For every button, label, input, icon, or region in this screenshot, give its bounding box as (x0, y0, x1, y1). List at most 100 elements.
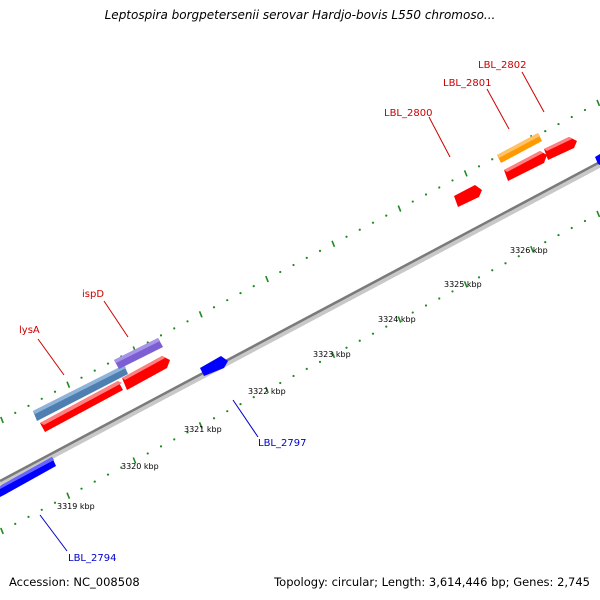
gene-label-lysA[interactable]: lysA (19, 325, 40, 336)
minor-tick (239, 292, 242, 295)
gene-arrow-forward[interactable] (504, 151, 547, 181)
minor-tick (173, 327, 176, 330)
reverse-genes (0, 154, 600, 497)
major-tick (530, 245, 534, 253)
reverse-strand-ticks (0, 210, 600, 535)
chromosome-backbone (0, 160, 600, 487)
major-tick (0, 416, 4, 424)
minor-tick (424, 193, 428, 196)
gene-arrow-forward[interactable] (544, 137, 572, 151)
minor-tick (570, 226, 573, 230)
gene-arrow-forward[interactable] (40, 381, 122, 425)
minor-tick (411, 311, 414, 314)
minor-tick (491, 158, 494, 161)
minor-tick (226, 299, 229, 302)
major-tick (463, 170, 468, 177)
minor-tick (212, 417, 216, 420)
minor-tick (186, 431, 189, 434)
minor-tick (53, 501, 57, 504)
minor-tick (385, 214, 388, 217)
kbp-label: 3324 kbp (378, 315, 416, 324)
lysA-gene[interactable] (33, 365, 128, 421)
minor-tick (27, 404, 30, 407)
major-tick (66, 492, 71, 500)
annotated-genes (33, 133, 542, 421)
minor-tick (345, 346, 348, 349)
ispD-gene[interactable] (114, 338, 160, 363)
genome-summary-text: Topology: circular; Length: 3,614,446 bp… (274, 575, 590, 589)
minor-tick (517, 255, 520, 258)
minor-tick (385, 325, 388, 328)
kbp-label: 3320 kbp (121, 462, 159, 471)
major-tick (265, 275, 269, 283)
accession-text: Accession: NC_008508 (9, 575, 140, 589)
map-title: Leptospira borgpetersenii serovar Hardjo… (104, 8, 496, 22)
minor-tick (544, 241, 547, 244)
minor-tick (27, 515, 30, 518)
major-tick (66, 381, 71, 389)
major-tick (198, 421, 203, 429)
gene-arrow-forward[interactable] (122, 356, 170, 390)
gene-label-LBL_2794[interactable]: LBL_2794 (68, 553, 116, 564)
minor-tick (438, 297, 441, 300)
minor-tick (159, 334, 163, 337)
minor-tick (491, 269, 494, 272)
minor-tick (345, 235, 348, 238)
forward-genes (40, 137, 577, 432)
gene-arrow-reverse[interactable] (200, 356, 228, 376)
minor-tick (477, 165, 481, 168)
minor-tick (583, 219, 587, 223)
minor-tick (451, 290, 454, 293)
major-tick (198, 310, 203, 318)
gene-arrow-reverse[interactable] (595, 154, 600, 165)
minor-tick (212, 306, 216, 309)
minor-tick (438, 186, 441, 189)
gene-arrow-reverse[interactable] (0, 457, 56, 497)
minor-tick (106, 473, 110, 476)
kbp-label: 3326 kbp (510, 246, 548, 255)
minor-tick (279, 270, 282, 274)
minor-tick (252, 395, 255, 399)
minor-tick (159, 445, 163, 448)
minor-tick (305, 256, 308, 260)
minor-tick (424, 304, 428, 307)
minor-tick (570, 115, 573, 119)
minor-tick (146, 452, 149, 455)
major-tick (0, 527, 4, 535)
gene-arrow-reverse[interactable] (0, 457, 54, 489)
minor-tick (80, 376, 83, 379)
lysA-gene[interactable] (33, 365, 126, 414)
minor-tick (53, 390, 57, 393)
minor-tick (371, 332, 375, 335)
minor-tick (318, 360, 322, 363)
minor-tick (544, 130, 547, 133)
gene-label-ispD[interactable]: ispD (82, 289, 104, 300)
minor-tick (279, 381, 282, 385)
minor-tick (371, 221, 375, 224)
gene-label-LBL_2801[interactable]: LBL_2801 (443, 78, 491, 89)
minor-tick (40, 397, 43, 400)
ispD-gene[interactable] (114, 338, 163, 369)
major-tick (265, 386, 269, 394)
kbp-label: 3319 kbp (57, 502, 95, 511)
minor-tick (292, 263, 295, 267)
gene-arrow-forward[interactable] (454, 185, 482, 207)
gene-label-LBL_2800[interactable]: LBL_2800 (384, 108, 432, 119)
orange-gene[interactable] (497, 133, 540, 158)
gene-arrow-forward[interactable] (504, 151, 543, 172)
minor-tick (226, 410, 229, 413)
gene-label-LBL_2802[interactable]: LBL_2802 (478, 60, 526, 71)
minor-tick (318, 249, 322, 252)
major-tick (331, 351, 336, 359)
minor-tick (252, 284, 255, 288)
gene-arrow-forward[interactable] (40, 381, 123, 432)
gene-label-LBL_2797[interactable]: LBL_2797 (258, 438, 306, 449)
kbp-label: 3325 kbp (444, 280, 482, 289)
minor-tick (583, 108, 587, 112)
minor-tick (120, 466, 123, 469)
gene-arrow-forward[interactable] (544, 137, 577, 160)
label-leaders (37, 71, 545, 552)
gene-arrow-forward[interactable] (122, 356, 165, 380)
kbp-label: 3323 kbp (313, 350, 351, 359)
major-tick (331, 240, 336, 248)
